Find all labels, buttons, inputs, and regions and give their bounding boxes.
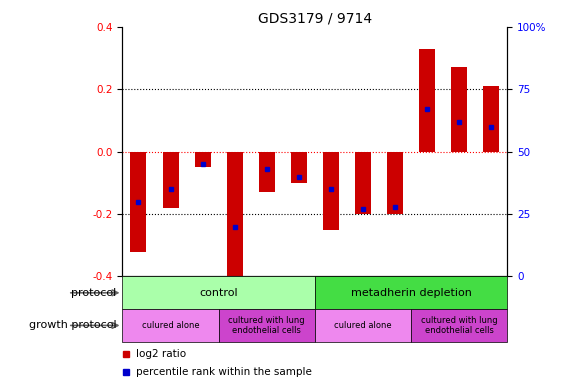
Bar (122, 276, 315, 309)
Text: culured alone: culured alone (142, 321, 199, 330)
Text: log2 ratio: log2 ratio (136, 349, 186, 359)
Text: control: control (199, 288, 238, 298)
Bar (219, 309, 315, 342)
Bar (451, 68, 467, 152)
Text: protocol: protocol (71, 288, 117, 298)
Bar (387, 152, 403, 214)
Bar (291, 152, 307, 183)
Text: cultured with lung
endothelial cells: cultured with lung endothelial cells (229, 316, 305, 335)
Bar (227, 152, 243, 286)
Bar (131, 152, 146, 252)
Bar (411, 309, 507, 342)
Bar (419, 49, 435, 152)
Text: cultured with lung
endothelial cells: cultured with lung endothelial cells (421, 316, 497, 335)
Bar (259, 152, 275, 192)
Title: GDS3179 / 9714: GDS3179 / 9714 (258, 12, 372, 26)
Bar (195, 152, 210, 167)
Bar (122, 309, 219, 342)
Bar (483, 86, 499, 152)
Bar (355, 152, 371, 214)
Text: metadherin depletion: metadherin depletion (350, 288, 472, 298)
Text: growth protocol: growth protocol (29, 320, 117, 331)
Bar (315, 276, 507, 309)
Bar (163, 152, 178, 208)
Bar (315, 309, 411, 342)
Bar (323, 152, 339, 230)
Text: percentile rank within the sample: percentile rank within the sample (136, 366, 312, 377)
Text: culured alone: culured alone (334, 321, 392, 330)
